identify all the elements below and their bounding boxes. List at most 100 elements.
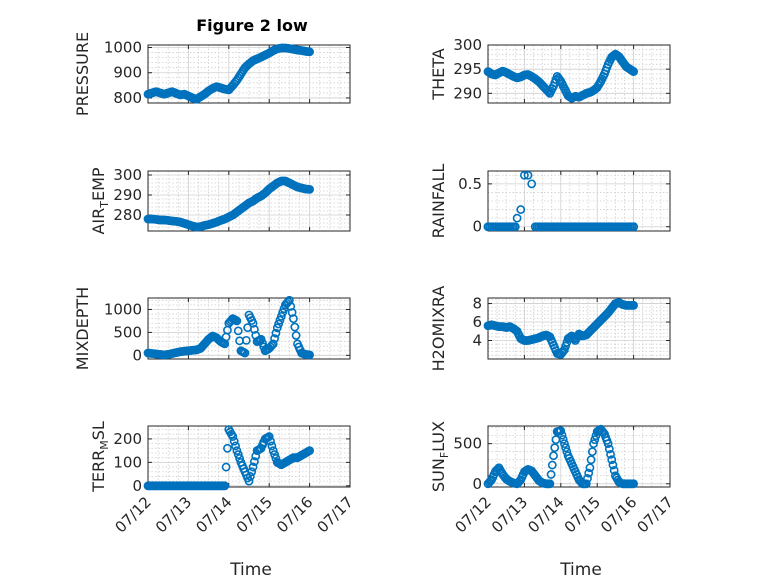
data-point: [629, 300, 638, 310]
data-point: [629, 67, 638, 76]
y-tick-label: 500: [453, 435, 482, 453]
data-point: [305, 350, 314, 360]
data-point: [585, 463, 595, 473]
y-tick-label: 1000: [104, 300, 142, 318]
data-point: [275, 315, 285, 325]
x-tick-label: 07/13: [152, 493, 195, 536]
data-point: [305, 184, 314, 194]
data-point: [604, 444, 614, 454]
data-point: [561, 443, 571, 453]
figure-title: Figure 2 low: [196, 16, 308, 35]
x-tick-label: 07/17: [634, 493, 677, 536]
y-axis-label: AIRTEMP: [89, 167, 111, 234]
data-point: [268, 339, 278, 349]
y-tick-label: 4: [472, 332, 482, 350]
y-axis-label: RAINFALL: [429, 164, 448, 239]
data-point: [543, 86, 552, 96]
data-point: [231, 441, 240, 451]
y-tick-label: 300: [113, 166, 142, 184]
x-axis-label: Time: [229, 560, 272, 580]
data-point: [249, 324, 259, 334]
data-point: [561, 341, 571, 351]
x-axis-label: Time: [559, 560, 602, 580]
data-point: [557, 430, 567, 440]
data-point: [305, 446, 314, 456]
data-point: [584, 468, 594, 478]
x-tick-label: 07/17: [314, 493, 357, 536]
data-point: [546, 470, 556, 479]
x-tick-label: 07/15: [233, 493, 276, 536]
y-tick-label: 500: [113, 323, 142, 341]
data-point: [249, 457, 259, 466]
data-point: [305, 47, 314, 57]
y-axis-label: THETA: [429, 48, 448, 100]
y-tick-label: 1000: [104, 39, 142, 57]
data-point: [268, 446, 278, 456]
data-point: [510, 222, 520, 232]
y-tick-label: 295: [453, 60, 482, 78]
y-axis-label: MIXDEPTH: [73, 287, 92, 370]
data-point: [603, 439, 613, 449]
data-point: [609, 466, 619, 475]
data-point: [290, 322, 300, 332]
axes-frame: [147, 297, 351, 360]
data-point: [276, 311, 286, 321]
y-tick-label: 300: [453, 36, 482, 54]
y-tick-label: 280: [113, 206, 142, 224]
y-tick-label: 0: [472, 475, 482, 493]
data-point: [291, 331, 301, 340]
data-point: [245, 472, 255, 481]
y-tick-label: 290: [453, 84, 482, 102]
y-axis-label: H2OMIXRA: [429, 286, 448, 372]
data-point: [244, 476, 254, 486]
y-tick-label: 800: [113, 89, 142, 107]
y-tick-label: 100: [113, 453, 142, 471]
data-point: [590, 435, 600, 445]
y-tick-label: 900: [113, 64, 142, 82]
data-point: [607, 455, 617, 465]
data-point: [560, 439, 569, 449]
x-tick-label: 07/13: [488, 493, 531, 536]
data-point: [583, 474, 592, 483]
data-point: [240, 348, 250, 358]
data-point: [241, 335, 251, 345]
data-point: [247, 467, 257, 477]
data-point: [286, 302, 296, 311]
y-tick-label: 0.5: [458, 175, 482, 193]
data-point: [284, 295, 294, 305]
data-point: [232, 446, 242, 456]
data-point: [220, 481, 230, 491]
data-point: [629, 222, 638, 232]
data-point: [586, 455, 596, 465]
x-tick-label: 07/12: [452, 493, 495, 536]
y-tick-label: 0: [132, 477, 142, 495]
data-point: [248, 462, 258, 472]
y-tick-label: 200: [113, 430, 142, 448]
data-point: [272, 323, 282, 333]
data-point: [248, 318, 258, 328]
data-point: [558, 346, 568, 356]
data-point: [232, 316, 242, 326]
data-point: [270, 334, 279, 343]
axes-frame: [147, 44, 351, 104]
y-tick-label: 0: [132, 346, 142, 364]
data-point: [608, 460, 618, 470]
data-point: [221, 462, 231, 472]
data-point: [271, 328, 281, 338]
data-point: [267, 441, 277, 451]
data-point: [258, 338, 267, 348]
data-point: [233, 450, 243, 459]
data-point: [523, 170, 533, 180]
x-tick-label: 07/12: [112, 493, 155, 536]
data-point: [516, 205, 526, 214]
data-point: [228, 432, 238, 441]
x-tick-label: 07/16: [273, 493, 316, 536]
data-point: [560, 345, 569, 355]
data-point: [233, 326, 243, 336]
axes-frame: [147, 425, 351, 488]
data-point: [527, 179, 537, 189]
data-point: [556, 426, 566, 436]
data-point: [581, 479, 591, 489]
data-point: [547, 460, 557, 470]
